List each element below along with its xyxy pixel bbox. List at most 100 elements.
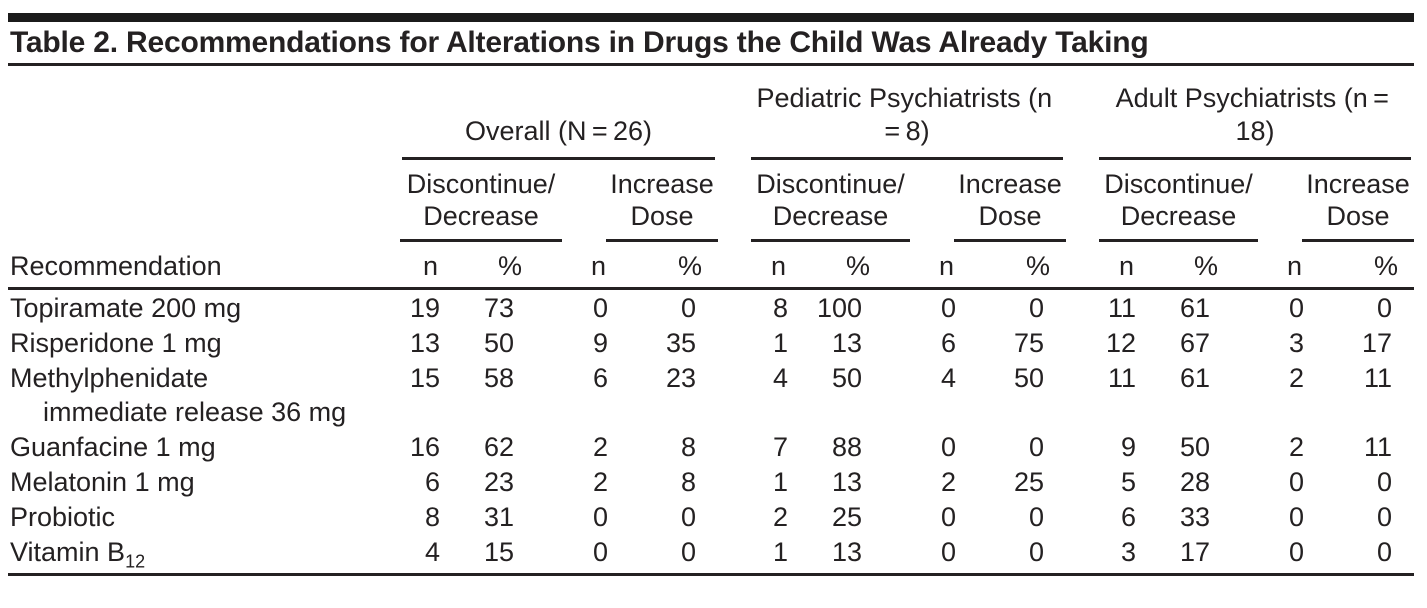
cell-value: 67: [1179, 328, 1210, 358]
subheader-overall-increase: Increase Dose: [566, 160, 718, 242]
column-header-recommendation: Recommendation: [8, 242, 400, 290]
column-header-pct: %: [1150, 242, 1262, 290]
cell-value: 100: [816, 293, 862, 323]
table-body: Topiramate 200 mg 19 73 0 0 8 100 0 0 11…: [8, 289, 1414, 576]
cell-value: 61: [1179, 293, 1210, 323]
cell-value: 13: [831, 328, 862, 358]
cell-value: 6: [940, 328, 956, 358]
cell-value: 17: [1150, 534, 1262, 576]
cell-value: 0: [592, 293, 608, 323]
table-row: Risperidone 1 mg 13 50 9 35 1 13 6 75 12…: [8, 325, 1414, 360]
cell-value: 11: [1107, 293, 1136, 323]
cell-value: 50: [483, 328, 514, 358]
table-row: Topiramate 200 mg 19 73 0 0 8 100 0 0 11…: [8, 289, 1414, 326]
cell-value: 0: [970, 534, 1066, 576]
cell-value: 5: [1120, 467, 1136, 497]
cell-value: 15: [409, 363, 440, 393]
cell-value: 4: [940, 363, 956, 393]
cell-value: 2: [1288, 432, 1304, 462]
cell-value: 0: [1288, 467, 1304, 497]
cell-value: 19: [409, 293, 440, 323]
cell-value: 0: [680, 502, 696, 532]
cell-value: 9: [592, 328, 608, 358]
cell-value: 6: [424, 467, 440, 497]
cell-value: 11: [1363, 363, 1392, 393]
group-header-overall: Overall (N = 26): [400, 66, 718, 160]
cell-value: 13: [831, 467, 862, 497]
row-label: Probiotic: [10, 502, 116, 532]
cell-value: 25: [1013, 467, 1044, 497]
table-header: Overall (N = 26) Pediatric Psychiatrists…: [8, 66, 1414, 290]
column-header-pct: %: [622, 242, 718, 290]
subheader-pediatric-discontinue: Discontinue/ Decrease: [718, 160, 914, 242]
cell-value: 6: [592, 363, 608, 393]
column-header-pct: %: [454, 242, 566, 290]
cell-value: 1: [718, 534, 802, 576]
cell-value: 23: [483, 467, 514, 497]
cell-value: 33: [1179, 502, 1210, 532]
cell-value: 28: [1179, 467, 1210, 497]
cell-value: 8: [424, 502, 440, 532]
cell-value: 13: [409, 328, 440, 358]
group-header-row: Overall (N = 26) Pediatric Psychiatrists…: [8, 66, 1414, 160]
cell-value: 58: [483, 363, 514, 393]
cell-value: 2: [592, 467, 608, 497]
cell-value: 50: [831, 363, 862, 393]
column-header-pct: %: [802, 242, 914, 290]
cell-value: 0: [1318, 534, 1414, 576]
row-label: Methylphenidate immediate release 36 mg: [8, 360, 400, 429]
cell-value: 1: [772, 328, 788, 358]
table-row: Methylphenidate immediate release 36 mg 1…: [8, 360, 1414, 429]
cell-value: 11: [1363, 432, 1392, 462]
column-header-n: n: [400, 242, 454, 290]
column-header-n: n: [718, 242, 802, 290]
cell-value: 4: [400, 534, 454, 576]
subheader-adult-increase: Increase Dose: [1262, 160, 1414, 242]
cell-value: 13: [802, 534, 914, 576]
column-header-pct: %: [1318, 242, 1414, 290]
cell-value: 62: [483, 432, 514, 462]
subheader-adult-discontinue: Discontinue/ Decrease: [1066, 160, 1262, 242]
cell-value: 0: [1376, 293, 1392, 323]
cell-value: 15: [454, 534, 566, 576]
cell-value: 25: [831, 502, 862, 532]
cell-value: 73: [483, 293, 514, 323]
subheader-overall-discontinue: Discontinue/ Decrease: [400, 160, 566, 242]
cell-value: 6: [1120, 502, 1136, 532]
cell-value: 16: [409, 432, 440, 462]
table-top-bar: [8, 13, 1414, 22]
cell-value: 0: [1028, 502, 1044, 532]
row-label: Topiramate 200 mg: [10, 293, 242, 323]
cell-value: 75: [1013, 328, 1044, 358]
cell-value: 0: [1376, 467, 1392, 497]
cell-value: 0: [680, 293, 696, 323]
column-header-pct: %: [970, 242, 1066, 290]
row-label: Guanfacine 1 mg: [10, 432, 216, 462]
column-header-n: n: [914, 242, 970, 290]
row-label: Risperidone 1 mg: [10, 328, 222, 358]
page: Table 2. Recommendations for Alterations…: [8, 13, 1414, 576]
cell-value: 0: [1288, 502, 1304, 532]
cell-value: 35: [665, 328, 696, 358]
cell-value: 2: [592, 432, 608, 462]
cell-value: 3: [1066, 534, 1150, 576]
cell-value: 0: [1028, 432, 1044, 462]
column-header-n: n: [1066, 242, 1150, 290]
cell-value: 50: [1013, 363, 1044, 393]
table-row: Melatonin 1 mg 6 23 2 8 1 13 2 25 5 28 0…: [8, 464, 1414, 499]
cell-value: 0: [914, 534, 970, 576]
table-row: Vitamin B12 4 15 0 0 1 13 0 0 3 17 0 0: [8, 534, 1414, 576]
measure-header-row: Recommendation n % n % n % n % n % n %: [8, 242, 1414, 290]
cell-value: 88: [831, 432, 862, 462]
table-title: Table 2. Recommendations for Alterations…: [8, 22, 1414, 66]
group-header-pediatric: Pediatric Psychiatrists (n = 8): [718, 66, 1066, 160]
cell-value: 2: [940, 467, 956, 497]
subheader-pediatric-increase: Increase Dose: [914, 160, 1066, 242]
row-label: Melatonin 1 mg: [10, 467, 195, 497]
cell-value: 8: [680, 467, 696, 497]
cell-value: 9: [1120, 432, 1136, 462]
cell-value: 17: [1361, 328, 1392, 358]
cell-value: 0: [566, 534, 622, 576]
cell-value: 0: [940, 432, 956, 462]
cell-value: 0: [1028, 293, 1044, 323]
